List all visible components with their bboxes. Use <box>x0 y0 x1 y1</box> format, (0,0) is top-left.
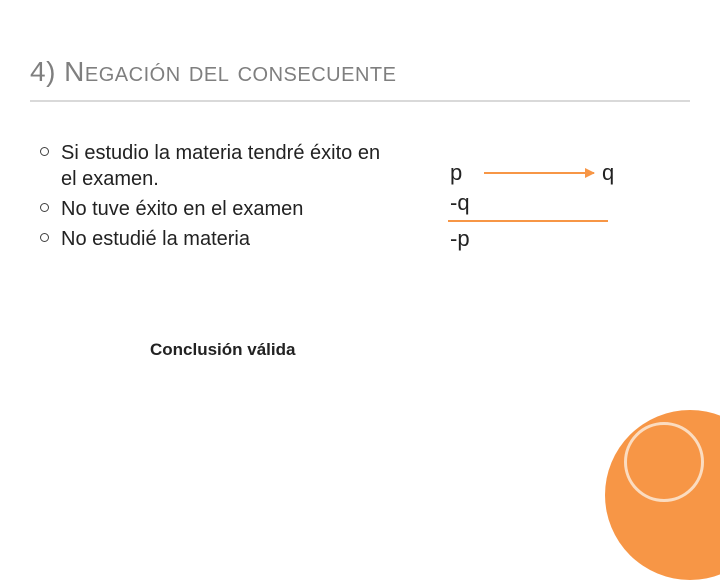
second-row: -q <box>450 188 614 218</box>
slide-title: 4) Negación del consecuente <box>30 56 396 88</box>
bullet-icon <box>40 147 49 156</box>
conclusion-divider <box>448 220 608 222</box>
decorative-ring <box>624 422 704 502</box>
bullet-text: Si estudio la materia tendré éxito en el… <box>61 140 400 192</box>
bullet-text: No tuve éxito en el examen <box>61 196 303 222</box>
list-item: No estudié la materia <box>40 226 400 252</box>
list-item: No tuve éxito en el examen <box>40 196 400 222</box>
slide: 4) Negación del consecuente Si estudio l… <box>0 0 720 540</box>
symbol-neg-p: -p <box>450 226 470 252</box>
bullet-list: Si estudio la materia tendré éxito en el… <box>40 140 400 256</box>
arrow-icon <box>484 172 594 174</box>
symbol-p: p <box>450 160 476 186</box>
conclusion-row: -p <box>450 224 614 254</box>
bullet-icon <box>40 233 49 242</box>
logic-block: p q -q -p <box>450 158 614 254</box>
bullet-text: No estudié la materia <box>61 226 250 252</box>
title-underline <box>30 100 690 102</box>
symbol-neg-q: -q <box>450 190 470 216</box>
conclusion-label: Conclusión válida <box>150 340 295 360</box>
symbol-q: q <box>602 160 614 186</box>
premise-row: p q <box>450 158 614 188</box>
list-item: Si estudio la materia tendré éxito en el… <box>40 140 400 192</box>
bullet-icon <box>40 203 49 212</box>
